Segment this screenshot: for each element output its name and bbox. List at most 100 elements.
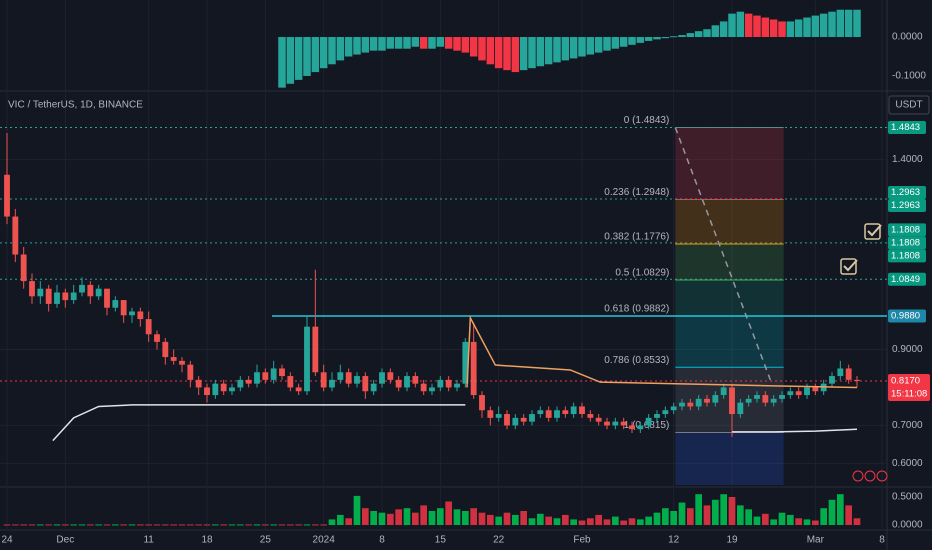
x-tick-label: Dec <box>56 535 74 546</box>
price-badge-label: 1.2963 <box>891 187 920 198</box>
y-tick-label: 0.6000 <box>892 458 923 469</box>
candle-body <box>629 425 635 430</box>
oscillator-bar <box>494 37 503 69</box>
volume-bar <box>403 508 411 526</box>
check-icon[interactable] <box>864 223 882 240</box>
oscillator-bar <box>586 37 595 55</box>
volume-bar <box>528 518 536 526</box>
volume-bar <box>178 524 186 526</box>
volume-bar <box>653 512 661 526</box>
oscillator-bar <box>369 37 378 51</box>
oscillator-bar <box>519 37 528 71</box>
oscillator-bar <box>653 37 661 40</box>
candle-body <box>695 398 702 407</box>
volume-bar <box>645 516 652 526</box>
oscillator-bar <box>361 37 370 53</box>
volume-bar <box>378 512 386 526</box>
volume-bar <box>787 514 794 526</box>
volume-bar <box>453 509 461 526</box>
volume-bar <box>745 509 752 526</box>
candle-body <box>279 368 285 377</box>
candle-body <box>337 372 344 380</box>
candle-body <box>237 379 244 388</box>
candle-body <box>179 360 185 365</box>
volume-bar <box>820 508 827 526</box>
volume-bar <box>778 512 786 526</box>
volume-bar <box>553 518 561 526</box>
candle-body <box>287 376 294 388</box>
volume-bar <box>728 496 736 526</box>
volume-bar <box>578 520 586 526</box>
oscillator-bar <box>294 37 303 80</box>
volume-bar <box>37 524 44 526</box>
oscillator-bar <box>278 37 286 88</box>
price-badge-label: 1.1808 <box>891 224 920 235</box>
oscillator-bar <box>561 37 570 61</box>
candle-body <box>845 368 852 380</box>
volume-bar <box>828 499 836 526</box>
price-badge <box>888 309 926 323</box>
volume-bar <box>253 524 261 526</box>
oscillator-bar <box>836 9 845 38</box>
oscillator-bar <box>794 19 803 38</box>
volume-bar <box>812 520 819 526</box>
candle-body <box>479 395 485 411</box>
volume-bar <box>195 524 202 526</box>
volume-bar <box>803 519 811 526</box>
oscillator-bar <box>578 37 586 57</box>
oscillator-bar <box>461 37 470 53</box>
candle-body <box>837 368 844 377</box>
oscillator-bar <box>403 37 411 49</box>
candle-body <box>470 341 477 396</box>
oscillator-bar <box>711 25 720 38</box>
indicator-icons[interactable] <box>852 470 888 482</box>
volume-bar <box>287 524 294 526</box>
candle-body <box>670 406 677 411</box>
volume-bar <box>170 524 177 526</box>
volume-bar <box>20 524 27 526</box>
check-icon[interactable] <box>840 258 858 275</box>
candle-body <box>562 410 569 415</box>
volume-bar <box>703 505 711 526</box>
volume-bar <box>12 524 19 526</box>
candle-body <box>595 417 602 422</box>
volume-bar <box>262 524 269 526</box>
oscillator-bar <box>478 37 486 61</box>
fib-label: 0.5 (1.0829) <box>615 268 669 279</box>
candle-body <box>129 311 135 316</box>
volume-tick-label: 0.5000 <box>892 492 923 503</box>
currency: USDT <box>895 100 922 111</box>
volume-bar <box>670 511 677 526</box>
oscillator-bar <box>669 36 678 38</box>
candle-body <box>637 425 644 430</box>
candle-body <box>387 372 394 380</box>
candle-body <box>445 379 452 388</box>
oscillator-bar <box>778 21 786 38</box>
fib-zone <box>675 127 784 200</box>
candle-body <box>495 414 502 418</box>
volume-bar <box>387 513 394 526</box>
candle-body <box>37 288 44 297</box>
volume-bar <box>412 512 419 526</box>
indicator-line <box>732 428 858 433</box>
currency-box[interactable] <box>888 95 930 115</box>
fib-zone <box>675 280 784 316</box>
volume-bar <box>312 524 319 526</box>
fib-zone <box>675 315 784 368</box>
volume-bar <box>187 524 194 526</box>
volume-bar <box>53 524 61 526</box>
volume-bar <box>120 524 127 526</box>
volume-bar <box>445 501 452 526</box>
oscillator-bar <box>603 37 611 51</box>
candle-body <box>795 391 802 396</box>
price-badge-label: 1.1808 <box>891 250 920 261</box>
oscillator-bar <box>819 13 828 38</box>
oscillator-bar <box>619 37 628 47</box>
price-badge <box>888 121 926 135</box>
candle-body <box>104 288 110 308</box>
candle-body <box>229 387 235 392</box>
candle-body <box>645 417 652 426</box>
oscillator-bar <box>786 21 795 38</box>
